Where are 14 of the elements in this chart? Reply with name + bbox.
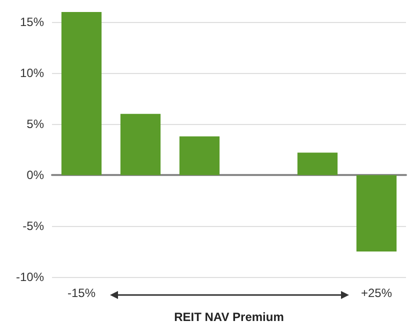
x-tick-label: +25% xyxy=(360,286,392,300)
x-axis-title: REIT NAV Premium xyxy=(174,310,284,324)
bar xyxy=(179,136,220,176)
bar xyxy=(356,175,397,252)
y-tick-label: 10% xyxy=(20,66,44,80)
y-tick-label: -10% xyxy=(16,270,44,284)
bar xyxy=(61,12,102,176)
y-tick-label: 15% xyxy=(20,15,44,30)
y-tick-label: 5% xyxy=(26,117,44,132)
bar xyxy=(120,114,161,176)
x-tick-label: -15% xyxy=(67,286,96,300)
y-tick-label: 0% xyxy=(26,168,44,182)
y-tick-label: -5% xyxy=(22,219,44,234)
bar xyxy=(297,152,338,176)
